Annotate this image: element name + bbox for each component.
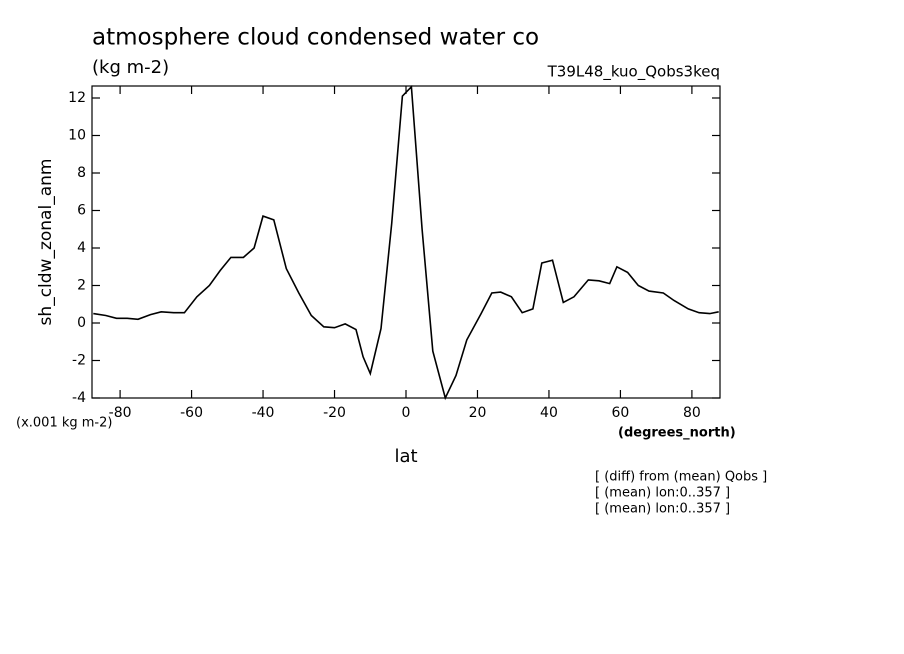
- plot-frame: [91, 85, 721, 399]
- x-tick-label: -60: [180, 405, 203, 421]
- x-axis-label: lat: [394, 446, 417, 467]
- note: [ (mean) lon:0..357 ]: [595, 486, 730, 501]
- x-tick-label: 20: [469, 405, 487, 421]
- y-tick-label: 4: [77, 240, 86, 256]
- y-axis-label: sh_cldw_zonal_anm: [36, 159, 56, 326]
- x-tick-label: -40: [252, 405, 275, 421]
- experiment-label: T39L48_kuo_Qobs3keq: [547, 63, 720, 82]
- chart-subtitle: (kg m-2): [92, 57, 169, 78]
- y-tick-label: 6: [77, 203, 86, 219]
- y-tick-label: 2: [77, 278, 86, 294]
- x-tick-label: 60: [612, 405, 630, 421]
- y-tick-label: 0: [77, 315, 86, 331]
- y-tick-label: -4: [72, 390, 86, 406]
- x-tick-label: -20: [323, 405, 346, 421]
- note: [ (diff) from (mean) Qobs ]: [595, 470, 767, 485]
- y-tick-label: 12: [68, 90, 86, 106]
- x-units: (degrees_north): [618, 426, 736, 441]
- chart-title: atmosphere cloud condensed water co: [92, 25, 539, 51]
- y-units: (x.001 kg m-2): [16, 416, 112, 431]
- x-tick-label: -80: [109, 405, 132, 421]
- x-tick-label: 0: [402, 405, 411, 421]
- data-line: [93, 84, 719, 401]
- y-tick-label: 10: [68, 128, 86, 144]
- x-tick-label: 80: [683, 405, 701, 421]
- y-tick-label: -2: [72, 353, 86, 369]
- x-tick-label: 40: [540, 405, 558, 421]
- y-tick-label: 8: [77, 165, 86, 181]
- note: [ (mean) lon:0..357 ]: [595, 502, 730, 517]
